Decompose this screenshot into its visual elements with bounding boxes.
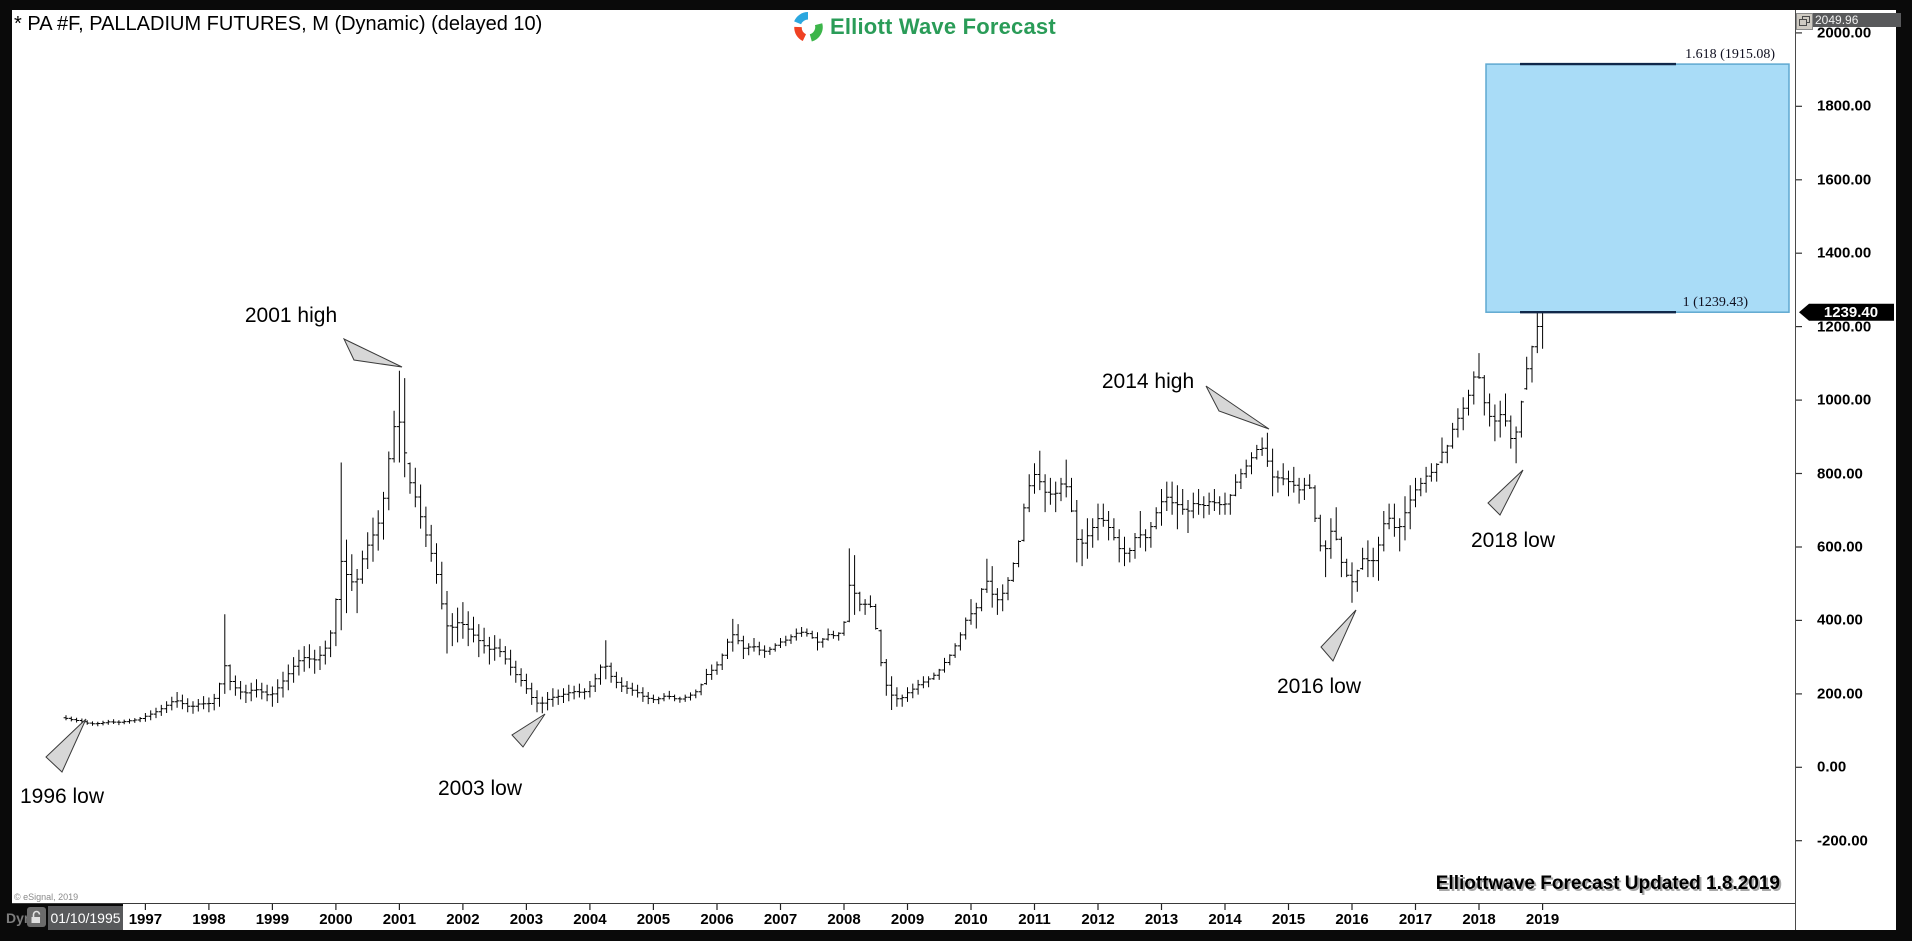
logo-text: Elliott Wave Forecast xyxy=(830,14,1056,39)
symbol-title: * PA #F, PALLADIUM FUTURES, M (Dynamic) … xyxy=(14,13,543,35)
x-axis-year-label[interactable]: 2001 xyxy=(382,911,417,928)
y-axis-price-label: 800.00 xyxy=(1817,465,1863,482)
annotation-pointer-1996-low xyxy=(45,718,87,773)
x-axis-year-label[interactable]: 2004 xyxy=(573,911,607,928)
last-price-badge: 1239.40 xyxy=(1823,303,1879,321)
y-axis-price-label: 1800.00 xyxy=(1817,97,1872,115)
x-axis-year-label[interactable]: 1998 xyxy=(192,911,226,928)
x-axis-year-label[interactable]: 2000 xyxy=(319,911,353,928)
contract-high-marker: 2049.96 xyxy=(1815,13,1859,27)
x-axis-year-label[interactable]: 2019 xyxy=(1525,911,1560,928)
dyn-mode-label: Dyn xyxy=(6,910,33,926)
annotation-label-2001-high: 2001 high xyxy=(244,304,338,327)
x-axis-year-label[interactable]: 2003 xyxy=(509,911,544,928)
annotation-pointer-2014-high xyxy=(1205,385,1270,430)
restore-window-icon[interactable] xyxy=(1796,13,1813,30)
annotation-label-2018-low: 2018 low xyxy=(1470,529,1556,552)
annotation-label-2003-low: 2003 low xyxy=(437,777,523,800)
esignal-copyright: © eSignal, 2019 xyxy=(14,892,79,902)
time-axis[interactable] xyxy=(123,904,1795,930)
x-axis-year-label[interactable]: 2005 xyxy=(636,911,671,928)
annotation-label-2016-low: 2016 low xyxy=(1276,675,1362,698)
y-axis-price-label: 0.00 xyxy=(1817,758,1847,776)
y-axis-price-label: 400.00 xyxy=(1817,611,1863,629)
annotation-pointer-2018-low xyxy=(1487,469,1524,516)
fib-1618-label: 1.618 (1915.08) xyxy=(1685,47,1775,62)
x-axis-year-label[interactable]: 2008 xyxy=(827,911,861,928)
x-axis-year-label[interactable]: 1999 xyxy=(255,911,290,928)
y-axis-price-label: -200.00 xyxy=(1817,832,1868,850)
contract-high-tag-shape xyxy=(1803,13,1901,27)
y-axis-price-label: 1000.00 xyxy=(1817,391,1872,409)
y-axis-price-label: 2000.00 xyxy=(1817,24,1872,42)
x-axis-year-label[interactable]: 2009 xyxy=(890,911,925,928)
x-axis-year-label[interactable]: 2016 xyxy=(1335,911,1369,928)
annotation-label-2014-high: 2014 high xyxy=(1101,370,1195,393)
logo-swirl-icon xyxy=(794,12,823,42)
y-axis-price-label: 600.00 xyxy=(1817,538,1863,556)
annotation-label-1996-low: 1996 low xyxy=(19,785,105,808)
x-axis-year-label[interactable]: 2012 xyxy=(1081,911,1115,928)
annotation-pointer-2001-high xyxy=(342,337,403,368)
x-axis-year-label[interactable]: 2017 xyxy=(1398,911,1433,928)
price-axis[interactable] xyxy=(1795,10,1896,930)
annotation-pointer-2003-low xyxy=(511,713,546,748)
x-axis-year-label[interactable]: 2013 xyxy=(1144,911,1179,928)
annotation-pointer-2016-low xyxy=(1320,609,1357,662)
chart-start-date[interactable]: 01/10/1995 xyxy=(48,906,123,930)
x-axis-year-label[interactable]: 2018 xyxy=(1462,911,1496,928)
padlock-icon xyxy=(31,910,41,923)
fib-1-label: 1 (1239.43) xyxy=(1682,295,1748,310)
y-axis-price-label: 1200.00 xyxy=(1817,318,1872,336)
x-axis-year-label[interactable]: 2007 xyxy=(763,911,798,928)
x-axis-year-label[interactable]: 2002 xyxy=(446,911,480,928)
x-axis-year-label[interactable]: 2011 xyxy=(1018,911,1051,928)
fib-extension-box[interactable] xyxy=(1485,63,1790,313)
elliott-wave-forecast-logo: Elliott Wave Forecast xyxy=(793,11,1056,43)
x-axis-year-label[interactable]: 2010 xyxy=(954,911,988,928)
x-axis-year-label[interactable]: 2014 xyxy=(1208,911,1242,928)
x-axis-year-label[interactable]: 1997 xyxy=(128,911,163,928)
last-price-badge-shape xyxy=(1799,303,1894,321)
y-axis-price-label: 1400.00 xyxy=(1817,244,1872,262)
x-axis-year-label[interactable]: 2015 xyxy=(1271,911,1306,928)
watermark-text: Elliottwave Forecast Updated 1.8.2019 xyxy=(1435,873,1780,894)
y-axis-price-label: 1600.00 xyxy=(1817,171,1872,189)
y-axis-price-label: 200.00 xyxy=(1817,685,1863,703)
lock-toggle[interactable] xyxy=(27,907,46,927)
x-axis-year-label[interactable]: 2006 xyxy=(700,911,734,928)
price-bars-series[interactable] xyxy=(63,300,1545,727)
